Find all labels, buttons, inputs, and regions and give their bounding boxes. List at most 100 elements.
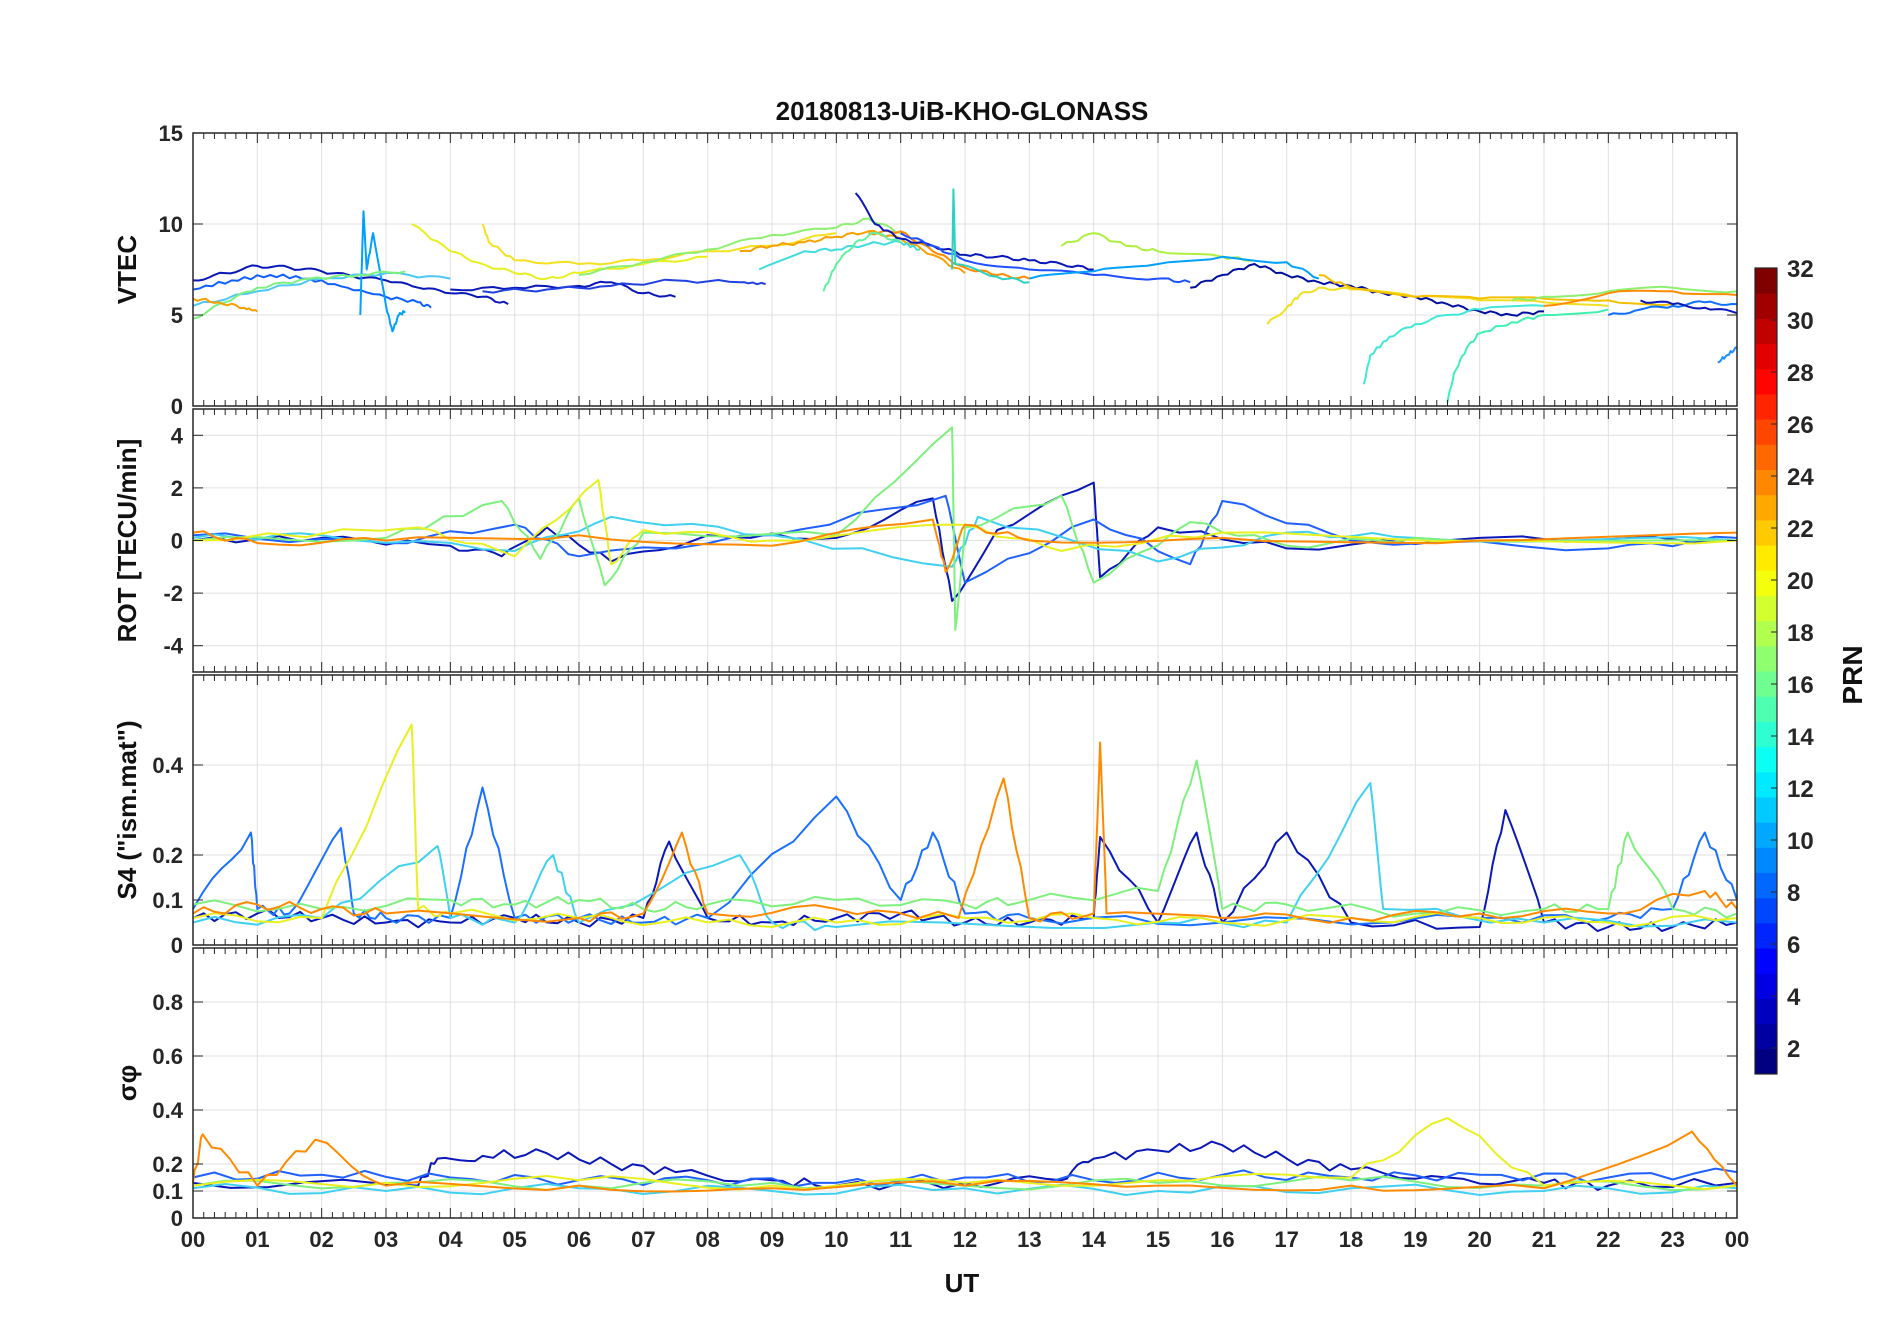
colorbar-label: PRN <box>1837 645 1868 704</box>
x-tick-label: 06 <box>567 1227 591 1252</box>
series-line-vtec <box>192 264 509 305</box>
y-tick-labels-sigma: 00.10.2 0.4 0.6 0.8 <box>152 990 1737 1231</box>
series-line-vtec <box>1029 255 1320 280</box>
series-line-vtec <box>822 232 902 292</box>
series-line-vtec <box>739 229 966 274</box>
colorbar-tick-label: 12 <box>1787 776 1814 803</box>
x-tick-label: 14 <box>1081 1227 1106 1252</box>
x-tick-label: 18 <box>1339 1227 1363 1252</box>
series-line-s4 <box>192 782 1738 932</box>
colorbar-segment <box>1755 268 1777 294</box>
colorbar-tick-label: 20 <box>1787 568 1814 595</box>
colorbar-segment <box>1755 343 1777 370</box>
colorbar-tick-label: 6 <box>1787 932 1800 959</box>
series-line-vtec <box>450 280 676 298</box>
colorbar-tick-label: 28 <box>1787 360 1814 387</box>
colorbar-segment <box>1755 847 1777 873</box>
colorbar-segment <box>1755 671 1777 697</box>
y-tick-label: 0 <box>171 1206 183 1231</box>
colorbar-segment <box>1755 696 1777 722</box>
series-line-vtec <box>1543 289 1738 307</box>
series-line-sigma <box>192 1130 1738 1193</box>
x-ticks-s4 <box>192 675 1738 945</box>
colorbar-tick-label: 26 <box>1787 412 1814 439</box>
x-axis-label: UT <box>945 1268 980 1298</box>
y-tick-label: 5 <box>171 303 183 328</box>
y-tick-label: 15 <box>159 121 183 146</box>
x-ticks-sigma <box>192 948 1738 1218</box>
series-group-s4 <box>192 723 1738 933</box>
x-tick-label: 05 <box>502 1227 526 1252</box>
series-line-vtec <box>578 217 901 276</box>
panel-vtec: 0 5 10 15 VTEC <box>112 121 1738 419</box>
x-tick-label: 01 <box>245 1227 269 1252</box>
x-tick-label: 10 <box>824 1227 848 1252</box>
series-line-sigma <box>192 1182 1738 1196</box>
x-tick-label: 08 <box>695 1227 719 1252</box>
x-tick-label: 04 <box>438 1227 463 1252</box>
colorbar-segment <box>1755 519 1777 546</box>
y-tick-label: 0.4 <box>152 1098 183 1123</box>
panel-sigma: 00.10.2 0.4 0.6 0.8 σφ <box>112 947 1738 1231</box>
series-line-vtec <box>411 223 708 281</box>
y-tick-label: 4 <box>171 423 184 448</box>
y-tick-label: 0 <box>171 394 183 419</box>
colorbar-segment <box>1755 796 1777 823</box>
colorbar-segment <box>1755 444 1777 470</box>
colorbar-segment <box>1755 998 1777 1025</box>
colorbar-segment <box>1755 822 1777 848</box>
x-tick-label: 22 <box>1596 1227 1620 1252</box>
y-tick-label: 0.2 <box>152 843 183 868</box>
colorbar-segment <box>1755 922 1777 949</box>
y-tick-label: 0 <box>171 933 183 958</box>
x-ticks-vtec <box>192 133 1738 406</box>
colorbar-tick-label: 2 <box>1787 1036 1800 1063</box>
colorbar-segment <box>1755 771 1777 798</box>
series-group-vtec <box>192 188 1738 403</box>
y-axis-label-s4: S4 ("ism.mat") <box>112 720 142 899</box>
series-line-vtec <box>900 232 1191 284</box>
series-line-vtec <box>1640 299 1738 315</box>
x-tick-label: 03 <box>374 1227 398 1252</box>
y-axis-label-sigma: σφ <box>112 1065 142 1101</box>
colorbar-tick-label: 22 <box>1787 516 1814 543</box>
series-line-vtec <box>481 223 837 266</box>
colorbar-segment <box>1755 570 1777 596</box>
series-line-vtec <box>854 192 1094 271</box>
colorbar-segment <box>1755 318 1777 345</box>
x-tick-label: 13 <box>1017 1227 1041 1252</box>
colorbar-segment <box>1755 1048 1777 1075</box>
colorbar-segment <box>1755 620 1777 647</box>
x-tick-label: 16 <box>1210 1227 1234 1252</box>
colorbar-segment <box>1755 872 1777 899</box>
colorbar-segment <box>1755 494 1777 521</box>
x-tick-label: 20 <box>1467 1227 1491 1252</box>
colorbar-segment <box>1755 368 1777 395</box>
series-line-vtec <box>1511 285 1738 302</box>
x-tick-label: 00 <box>1725 1227 1749 1252</box>
x-tick-label: 02 <box>309 1227 333 1252</box>
series-line-rot <box>192 515 1738 568</box>
colorbar-segment <box>1755 1023 1777 1050</box>
y-tick-label: 0.1 <box>152 888 183 913</box>
y-tick-label: 0.8 <box>152 990 183 1015</box>
series-line-vtec <box>1266 286 1609 325</box>
x-ticks-rot <box>192 409 1738 672</box>
panel-rot: -4 -2 0 2 4 ROT [TECU/min] <box>112 408 1738 673</box>
y-tick-label: 0.6 <box>152 1044 183 1069</box>
colorbar-segment <box>1755 948 1777 974</box>
x-tick-label: 19 <box>1403 1227 1427 1252</box>
y-tick-label: 10 <box>159 212 183 237</box>
colorbar-segment <box>1755 746 1777 773</box>
colorbar-segment <box>1755 973 1777 999</box>
colorbar-segment <box>1755 293 1777 319</box>
colorbar-segment <box>1755 645 1777 672</box>
colorbar-tick-label: 24 <box>1787 464 1814 491</box>
series-line-vtec <box>868 229 1030 280</box>
x-tick-label: 12 <box>953 1227 977 1252</box>
panel-s4: 0 0.1 0.2 0.4 S4 ("ism.mat") <box>112 674 1738 958</box>
y-tick-label: 0 <box>171 529 183 554</box>
x-tick-label: 09 <box>760 1227 784 1252</box>
